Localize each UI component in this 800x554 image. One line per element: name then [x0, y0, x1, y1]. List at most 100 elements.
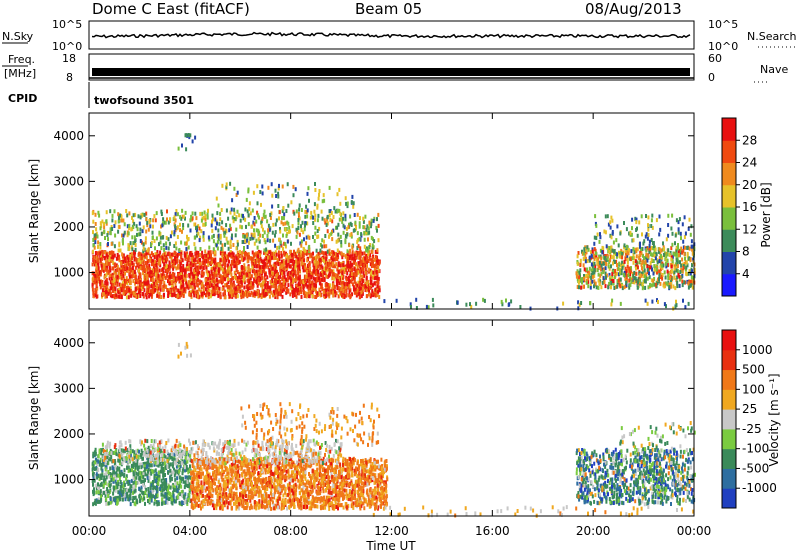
echo-cell [269, 258, 272, 263]
echo-cell [263, 268, 266, 273]
echo-cell [263, 250, 266, 255]
echo-cell [163, 292, 165, 297]
echo-cell [236, 250, 239, 255]
echo-cell [295, 209, 298, 214]
echo-cell [312, 221, 315, 225]
echo-cell [579, 258, 582, 263]
echo-cell [368, 256, 371, 261]
echo-cell [623, 285, 626, 290]
echo-cell [169, 264, 172, 269]
echo-cell [341, 255, 344, 260]
echo-cell [292, 193, 295, 198]
echo-cell [186, 251, 188, 256]
echo-cell [358, 250, 361, 255]
echo-cell [214, 286, 217, 291]
echo-cell [214, 252, 217, 257]
echo-cell [107, 237, 109, 242]
echo-cell [652, 241, 655, 245]
echo-cell [364, 288, 367, 292]
echo-cell [351, 245, 354, 250]
echo-cell [338, 250, 341, 255]
colorbar-tick-label: 12 [742, 222, 757, 236]
echo-cell [347, 256, 349, 261]
echo-cell [92, 230, 94, 235]
echo-cell [618, 254, 621, 259]
echo-cell [377, 212, 380, 217]
echo-cell [138, 251, 141, 256]
echo-cell [367, 279, 370, 284]
echo-cell [351, 256, 354, 261]
echo-cell [149, 253, 152, 258]
echo-cell [357, 280, 360, 285]
echo-cell [203, 291, 206, 296]
echo-cell [189, 261, 192, 266]
echo-cell [134, 274, 137, 279]
echo-cell [162, 284, 165, 289]
echo-cell [275, 194, 278, 198]
echo-cell [368, 292, 371, 297]
echo-cell [247, 286, 250, 291]
echo-cell [278, 216, 280, 221]
echo-cell [129, 271, 132, 276]
echo-cell [195, 250, 198, 255]
echo-cell [319, 265, 322, 270]
echo-cell [357, 244, 360, 249]
echo-cell [319, 281, 322, 286]
echo-cell [222, 257, 225, 261]
echo-cell [256, 283, 259, 288]
echo-cell [625, 227, 628, 232]
echo-cell [218, 273, 221, 278]
echo-cell [215, 263, 218, 267]
echo-cell [194, 135, 197, 140]
echo-cell [339, 201, 342, 206]
echo-cell [291, 278, 294, 283]
echo-cell [198, 258, 201, 263]
echo-cell [230, 207, 233, 212]
echo-cell [259, 233, 262, 238]
echo-cell [277, 250, 280, 255]
echo-cell [96, 234, 99, 239]
echo-cell [237, 257, 240, 262]
echo-cell [267, 228, 270, 233]
echo-cell [142, 284, 145, 289]
echo-cell [256, 276, 259, 281]
echo-cell [316, 253, 319, 258]
echo-cell [649, 265, 652, 270]
echo-cell [372, 263, 375, 268]
echo-cell [294, 270, 297, 275]
echo-cell [225, 208, 228, 213]
echo-cell [212, 289, 215, 294]
echo-cell [281, 285, 284, 290]
echo-cell [352, 228, 355, 233]
echo-cell [304, 291, 307, 296]
echo-cell [112, 250, 115, 255]
echo-cell [610, 302, 613, 307]
echo-cell [166, 500, 169, 505]
echo-cell [93, 259, 96, 264]
echo-cell [324, 256, 326, 261]
echo-cell [611, 231, 614, 236]
echo-cell [217, 266, 220, 271]
echo-cell [225, 236, 228, 241]
echo-cell [117, 212, 120, 217]
echo-cell [328, 234, 330, 239]
echo-cell [163, 262, 166, 267]
echo-cell [677, 272, 680, 277]
echo-cell [323, 239, 325, 244]
echo-cell [626, 250, 629, 255]
echo-cell [223, 233, 226, 238]
echo-cell [359, 255, 362, 260]
echo-cell [153, 239, 156, 243]
echo-cell [363, 273, 366, 278]
echo-cell [207, 276, 210, 281]
echo-cell [177, 263, 180, 268]
echo-cell [106, 265, 108, 270]
echo-cell [252, 190, 255, 195]
echo-cell [96, 251, 99, 256]
echo-cell [280, 253, 283, 258]
echo-cell [95, 289, 98, 294]
echo-cell [598, 260, 601, 265]
echo-cell [113, 224, 116, 228]
echo-cell [674, 286, 677, 291]
colorbar-tick-label: 8 [742, 245, 750, 259]
